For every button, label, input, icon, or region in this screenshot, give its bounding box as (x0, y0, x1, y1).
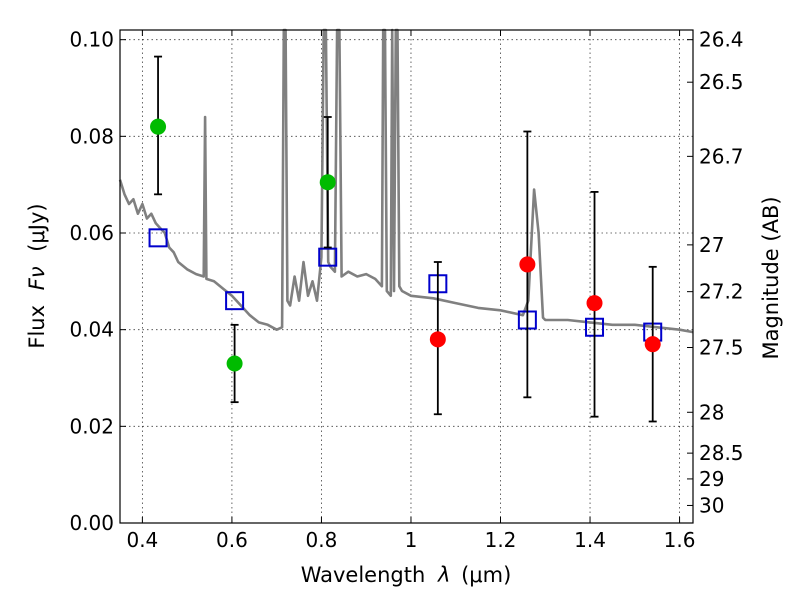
y-tick-label: 0.08 (69, 124, 114, 148)
y-tick-label: 0.04 (69, 318, 114, 342)
x-axis-label: Wavelength λ (μm) (301, 563, 512, 587)
y2-tick-label: 27.5 (699, 336, 744, 360)
y2-tick-label: 29 (699, 467, 724, 491)
y-tick-label: 0.02 (69, 414, 114, 438)
observed-flux-point (226, 355, 243, 372)
y2-tick-label: 27.2 (699, 280, 744, 304)
y-tick-label: 0.10 (69, 28, 114, 52)
observed-flux-point (644, 336, 661, 353)
y-tick-label: 0.00 (69, 511, 114, 535)
y2-tick-label: 28 (699, 400, 724, 424)
x-tick-label: 1.2 (485, 528, 517, 552)
x-tick-label: 0.4 (126, 528, 158, 552)
y-axis-label: Flux Fν (μJy) (25, 203, 49, 348)
observed-flux-point (586, 295, 603, 312)
model-band-square (318, 247, 338, 267)
x-axis-label-symbol: λ (437, 563, 450, 587)
y-axis-label-symbol: Fν (25, 266, 49, 290)
x-tick-label: 1 (405, 528, 418, 552)
x-tick-label: 1.4 (574, 528, 606, 552)
model-spectrum-line (118, 28, 694, 334)
model-band-square (148, 228, 168, 248)
y-axis-label-unit: (μJy) (25, 203, 49, 251)
y2-tick-label: 30 (699, 493, 724, 517)
y-tick-label: 0.06 (69, 221, 114, 245)
axis-ticks: 0.4 0.6 0.8 1 1.2 1.4 1.6 0.00 0.02 0.04 0.06 0.08 0… (69, 28, 743, 552)
y2-axis-label: Magnitude (AB) (759, 196, 783, 359)
observed-flux-point (519, 256, 536, 273)
y2-tick-label: 27 (699, 233, 724, 257)
x-tick-label: 0.8 (306, 528, 338, 552)
x-axis-label-text: Wavelength (301, 563, 426, 587)
spectrum-layer (118, 28, 694, 334)
marker-layer (148, 55, 663, 423)
x-axis-label-unit: (μm) (461, 563, 511, 587)
grid (120, 30, 693, 523)
y-axis-label-text: Flux (25, 305, 49, 349)
x-tick-label: 0.6 (216, 528, 248, 552)
observed-flux-point (319, 174, 336, 191)
y2-tick-label: 26.7 (699, 144, 744, 168)
plot-frame (119, 29, 694, 524)
model-band-square (225, 291, 245, 311)
y2-tick-label: 26.4 (699, 28, 744, 52)
x-tick-label: 1.6 (664, 528, 696, 552)
y2-tick-label: 26.5 (699, 70, 744, 94)
observed-flux-point (429, 331, 446, 348)
y2-tick-label: 28.5 (699, 441, 744, 465)
observed-flux-point (150, 118, 167, 135)
